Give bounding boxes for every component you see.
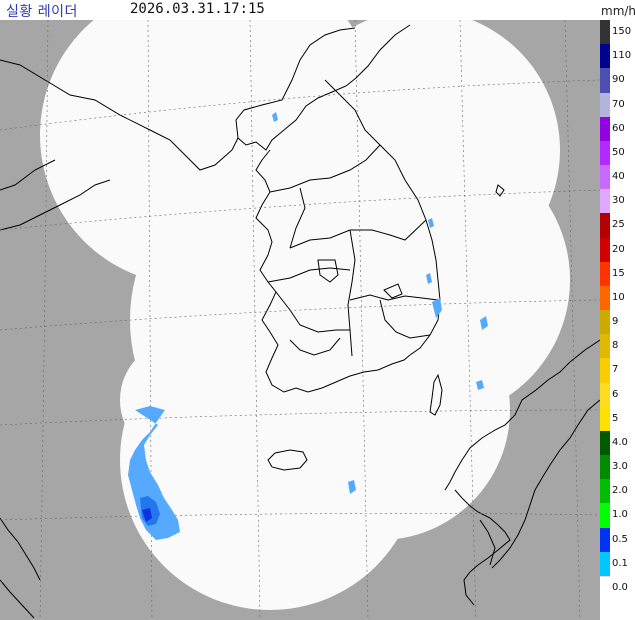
- legend-label: 10: [612, 291, 625, 303]
- legend-label: 5: [612, 412, 619, 424]
- legend-swatch: [600, 189, 610, 215]
- legend-swatch: [600, 20, 610, 45]
- coastlines: [0, 24, 600, 619]
- header-bar: 실황 레이더 2026.03.31.17:15: [0, 0, 600, 20]
- legend-label: 70: [612, 98, 625, 110]
- legend-label: 150: [612, 26, 632, 38]
- legend-swatch: [600, 430, 610, 456]
- legend-label: 1.0: [612, 509, 628, 521]
- precipitation-legend: 150 110 90 70 60 50 40 30 25 20 15 10 9 8 7 6 5 4.0 3.0 2.0…: [600, 20, 635, 602]
- legend-label: 50: [612, 146, 625, 158]
- rain-echo-east-coast: [432, 298, 442, 318]
- legend-swatch: [600, 44, 610, 70]
- rain-echo-sea-2: [476, 380, 484, 390]
- legend-swatch: [600, 479, 610, 505]
- legend-label: 7: [612, 364, 619, 376]
- legend-label: 60: [612, 122, 625, 134]
- legend-swatch: [600, 551, 610, 577]
- legend-swatch: [600, 334, 610, 360]
- legend-swatch: [600, 358, 610, 384]
- legend-swatch: [600, 527, 610, 553]
- legend-swatch: [600, 575, 610, 602]
- rain-echo-southwest-heavy: [142, 508, 152, 522]
- legend-swatch: [600, 503, 610, 529]
- legend-swatch: [600, 382, 610, 408]
- legend-swatch: [600, 213, 610, 239]
- legend-label: 4.0: [612, 436, 628, 448]
- legend-swatch: [600, 285, 610, 311]
- legend-swatch: [600, 68, 610, 94]
- observation-timestamp: 2026.03.31.17:15: [130, 1, 265, 17]
- legend-swatch: [600, 310, 610, 335]
- precipitation-echoes: [128, 112, 488, 540]
- legend-color-bar: [600, 20, 610, 602]
- rain-echo-north: [272, 112, 278, 122]
- legend-unit: mm/h: [601, 4, 635, 18]
- legend-swatch: [600, 237, 610, 263]
- legend-swatch: [600, 165, 610, 190]
- legend-label: 6: [612, 388, 619, 400]
- legend-label: 0.1: [612, 557, 628, 569]
- legend-label: 40: [612, 171, 625, 183]
- legend-label: 0.5: [612, 533, 628, 545]
- legend-swatch: [600, 140, 610, 166]
- lat-lon-grid: [0, 20, 600, 620]
- legend-swatch: [600, 455, 610, 480]
- legend-label: 8: [612, 340, 619, 352]
- legend-label: 110: [612, 50, 632, 62]
- legend-swatch: [600, 261, 610, 287]
- legend-label: 25: [612, 219, 625, 231]
- legend-label: 2.0: [612, 485, 628, 497]
- rain-echo-jeju-south: [348, 480, 356, 494]
- legend-label: 20: [612, 243, 625, 255]
- legend-swatch: [600, 92, 610, 118]
- radar-title: 실황 레이더: [6, 4, 78, 20]
- rain-echo-east-coast-2: [426, 273, 432, 284]
- legend-label: 3.0: [612, 461, 628, 473]
- legend-label: 0.0: [612, 581, 628, 593]
- rain-echo-east-sea: [480, 316, 488, 330]
- rain-echo-northeast: [428, 218, 434, 228]
- legend-label: 9: [612, 316, 619, 328]
- radar-coverage: [40, 20, 570, 610]
- legend-label: 90: [612, 74, 625, 86]
- legend-label: 30: [612, 195, 625, 207]
- legend-swatch: [600, 406, 610, 432]
- legend-swatch: [600, 116, 610, 142]
- radar-map[interactable]: [0, 20, 600, 620]
- legend-label: 15: [612, 267, 625, 279]
